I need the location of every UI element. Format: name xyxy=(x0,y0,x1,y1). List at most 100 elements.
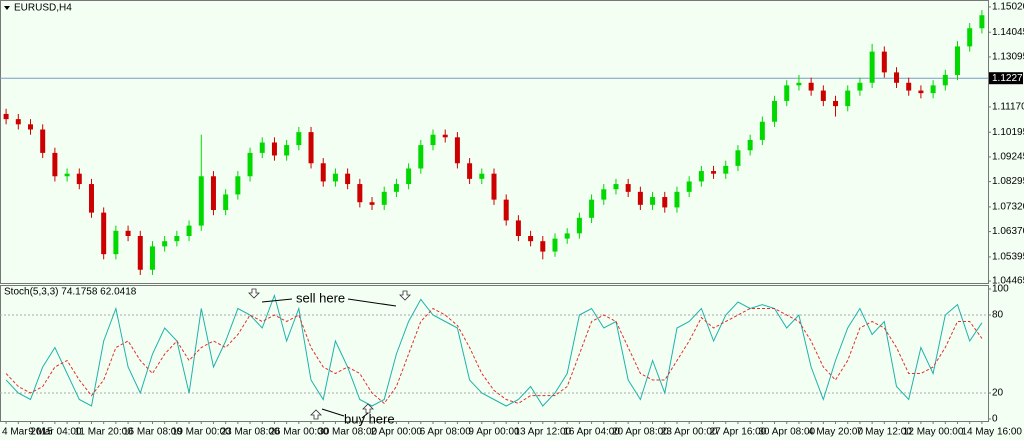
candle-body xyxy=(833,100,839,107)
candle-body xyxy=(820,90,826,101)
candle-body xyxy=(637,191,643,205)
candle-body xyxy=(198,176,204,226)
buy-arrow xyxy=(362,403,374,414)
y-tick-label: 1.09245 xyxy=(992,152,1024,163)
candle-body xyxy=(76,173,82,185)
candle-body xyxy=(515,220,521,236)
y-tick-label: 1.10195 xyxy=(992,127,1024,138)
pointer-line xyxy=(361,412,369,419)
price-label-bg xyxy=(989,72,1023,85)
candle-body xyxy=(967,28,973,47)
x-tick-label: 30 Mar 08:00 xyxy=(318,427,377,438)
annotations: sell here buy here xyxy=(248,288,411,426)
x-tick-label: 30 Apr 08:00 xyxy=(758,427,815,438)
candle-body xyxy=(686,181,692,192)
candle-body xyxy=(3,113,9,120)
candle-body xyxy=(235,176,241,195)
x-tick-label: 26 Mar 00:00 xyxy=(269,427,328,438)
sell-arrow xyxy=(248,288,260,299)
y-tick-label: 0 xyxy=(992,414,998,425)
stoch-line xyxy=(5,307,983,405)
x-tick-label: 11 Mar 20:00 xyxy=(75,427,134,438)
candle-body xyxy=(186,225,192,236)
y-tick-label: 1.07320 xyxy=(992,202,1024,213)
y-tick-label: 1.14045 xyxy=(992,27,1024,38)
candle-body xyxy=(345,173,351,185)
candle-body xyxy=(284,145,290,156)
stoch-title: Stoch(5,3,3) 74.1758 62.0418 xyxy=(4,287,137,298)
pointer-line xyxy=(321,408,345,417)
title-arrow xyxy=(4,6,10,10)
y-tick-label: 1.06370 xyxy=(992,226,1024,237)
y-tick-label: 1.08295 xyxy=(992,176,1024,187)
y-tick-label: 1.05395 xyxy=(992,252,1024,263)
candle-body xyxy=(772,100,778,122)
x-tick-label: 9 Apr 00:00 xyxy=(468,427,520,438)
x-tick-label: 9 Mar 04:00 xyxy=(28,427,82,438)
candle-body xyxy=(162,241,168,247)
candle-body xyxy=(808,82,814,91)
candle-body xyxy=(88,184,94,213)
annotation: buy here xyxy=(344,411,395,426)
candle-body xyxy=(149,246,155,270)
candle-body xyxy=(650,197,656,205)
candle-body xyxy=(869,51,875,83)
candle-body xyxy=(52,152,58,177)
candle-body xyxy=(308,132,314,164)
x-tick-label: 23 Mar 08:00 xyxy=(221,427,280,438)
candle-body xyxy=(881,51,887,73)
candle-body xyxy=(479,173,485,179)
x-tick-label: 23 Apr 00:00 xyxy=(661,427,718,438)
candle-body xyxy=(430,134,436,146)
candle-body xyxy=(40,129,46,153)
candle-body xyxy=(784,85,790,101)
candle-body xyxy=(894,72,900,83)
stoch-line xyxy=(5,293,983,407)
candle-body xyxy=(845,90,851,107)
candle-body xyxy=(796,82,802,86)
candle-body xyxy=(442,134,448,138)
y-tick-label: 1.13095 xyxy=(992,52,1024,63)
x-tick-label: 6 Apr 08:00 xyxy=(420,427,472,438)
candle-body xyxy=(857,82,863,91)
candle-body xyxy=(259,142,265,153)
candle-body xyxy=(735,150,741,166)
main-panel-border xyxy=(0,0,989,284)
candle-body xyxy=(747,139,753,151)
candle-body xyxy=(418,145,424,169)
y-tick-label: 100 xyxy=(992,284,1009,295)
candle-body xyxy=(137,235,143,270)
candle-body xyxy=(332,173,338,182)
candle-body xyxy=(613,184,619,190)
candle-body xyxy=(674,191,680,208)
candle-body xyxy=(15,119,21,125)
x-tick-label: 20 Apr 08:00 xyxy=(612,427,669,438)
x-tick-label: 4 May 20:00 xyxy=(808,427,863,438)
price-label: 1.12276 xyxy=(992,73,1024,84)
candle-body xyxy=(942,74,948,86)
y-tick-label: 1.04465 xyxy=(992,276,1024,287)
candle-body xyxy=(759,121,765,140)
candle-body xyxy=(406,168,412,185)
y-tick-label: 80 xyxy=(992,310,1004,321)
candle-body xyxy=(320,163,326,182)
candle-body xyxy=(662,197,668,208)
candle-body xyxy=(101,212,107,255)
candle-body xyxy=(906,82,912,91)
candle-body xyxy=(454,137,460,164)
candle-body xyxy=(296,132,302,146)
candle-body xyxy=(589,199,595,218)
candle-body xyxy=(64,173,70,177)
pointer-line xyxy=(347,298,397,307)
chart-title: EURUSD,H4 xyxy=(14,3,72,14)
sell-arrow xyxy=(399,290,411,301)
candle-body xyxy=(369,202,375,205)
candle-body xyxy=(711,171,717,174)
candle-body xyxy=(601,189,607,200)
y-tick-label: 1.15020 xyxy=(992,2,1024,13)
x-tick-label: 16 Mar 08:00 xyxy=(123,427,182,438)
y-tick-label: 20 xyxy=(992,388,1004,399)
candle-body xyxy=(491,173,497,200)
